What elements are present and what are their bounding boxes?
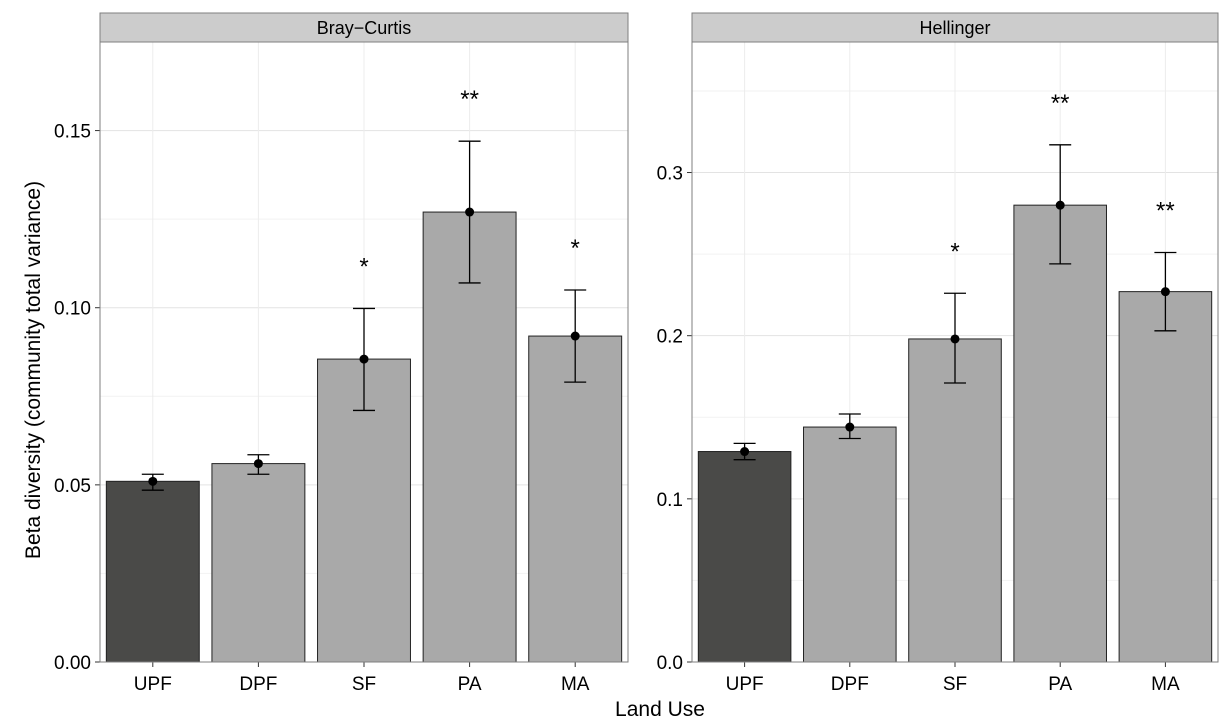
y-axis-title: Beta diversity (community total variance…	[22, 181, 45, 559]
significance-label: *	[950, 238, 959, 265]
bar-pa	[1013, 204, 1107, 663]
y-tick-label: 0.10	[54, 299, 91, 320]
panel-2: 0.0 0.1 0.2 0.3 UPF DPF * SF ** PA ** MA Hellinger	[657, 12, 1219, 695]
mean-point	[845, 422, 855, 432]
panel-1: 0.00 0.05 0.10 0.15 UPF DPF * SF ** PA * MA Bray−Cur…	[54, 12, 629, 695]
y-tick-label: 0.05	[54, 476, 91, 497]
mean-point	[570, 331, 580, 341]
x-tick-label: PA	[1048, 674, 1072, 695]
mean-point	[148, 476, 158, 486]
mean-point	[465, 207, 475, 217]
mean-point	[950, 334, 960, 344]
facet-strip-title: Hellinger	[919, 18, 990, 38]
x-tick-label: DPF	[831, 674, 869, 695]
bar-dpf	[803, 426, 897, 663]
significance-label: **	[1051, 90, 1070, 117]
bar-upf	[697, 451, 792, 663]
x-tick-label: MA	[1151, 674, 1180, 695]
y-tick-label: 0.2	[657, 327, 683, 348]
significance-label: **	[460, 86, 479, 113]
x-tick-label: SF	[943, 674, 967, 695]
y-tick-label: 0.00	[54, 653, 91, 674]
panels: 0.00 0.05 0.10 0.15 UPF DPF * SF ** PA * MA Bray−Cur…	[54, 12, 1219, 695]
x-tick-label: MA	[561, 674, 590, 695]
x-tick-label: UPF	[134, 674, 172, 695]
facet-strip-title: Bray−Curtis	[317, 18, 412, 38]
x-tick-label: DPF	[239, 674, 277, 695]
bar-ma	[528, 335, 623, 663]
mean-point	[359, 354, 369, 364]
bar-pa	[422, 211, 517, 663]
x-tick-label: SF	[352, 674, 376, 695]
significance-label: *	[359, 253, 368, 280]
bar-upf	[105, 480, 200, 663]
mean-point	[253, 459, 263, 469]
y-tick-label: 0.1	[657, 490, 683, 511]
y-tick-label: 0.15	[54, 122, 91, 143]
y-tick-label: 0.0	[657, 653, 683, 674]
facet-strip	[99, 12, 629, 43]
mean-point	[1055, 200, 1065, 210]
y-tick-label: 0.3	[657, 164, 683, 185]
bar-sf	[908, 338, 1002, 663]
mean-point	[1160, 287, 1170, 297]
facet-strip	[691, 12, 1219, 43]
bar-dpf	[211, 463, 306, 663]
significance-label: *	[571, 235, 580, 262]
x-tick-label: UPF	[726, 674, 764, 695]
significance-label: **	[1156, 197, 1175, 224]
mean-point	[740, 447, 750, 457]
x-axis-title: Land Use	[615, 698, 705, 721]
bar-ma	[1118, 291, 1213, 663]
x-tick-label: PA	[458, 674, 482, 695]
